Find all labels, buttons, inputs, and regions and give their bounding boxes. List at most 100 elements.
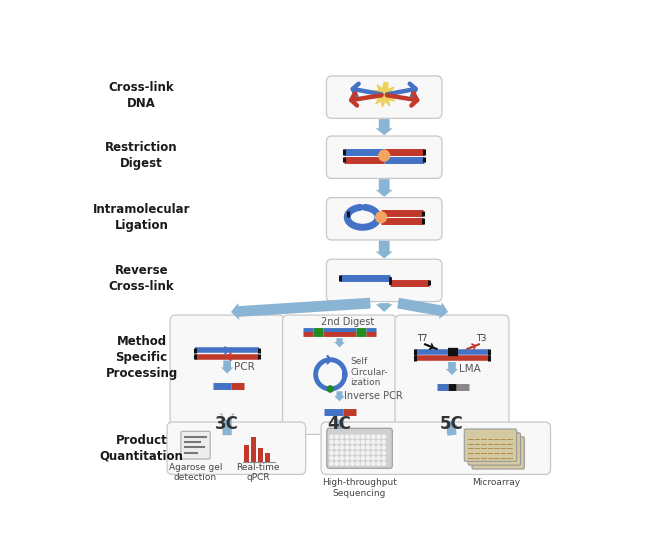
Circle shape bbox=[335, 457, 338, 460]
FancyBboxPatch shape bbox=[395, 315, 509, 434]
Text: Real-time
qPCR: Real-time qPCR bbox=[236, 463, 280, 482]
Circle shape bbox=[367, 435, 370, 438]
Circle shape bbox=[335, 446, 338, 449]
Circle shape bbox=[330, 446, 333, 449]
Circle shape bbox=[351, 457, 354, 460]
Circle shape bbox=[372, 441, 375, 444]
Circle shape bbox=[345, 462, 349, 465]
Polygon shape bbox=[221, 361, 234, 374]
Circle shape bbox=[340, 462, 343, 465]
Circle shape bbox=[335, 462, 338, 465]
Circle shape bbox=[351, 451, 354, 455]
Circle shape bbox=[367, 451, 370, 455]
FancyBboxPatch shape bbox=[170, 315, 284, 434]
Text: Agarose gel
detection: Agarose gel detection bbox=[169, 463, 222, 482]
Circle shape bbox=[340, 446, 343, 449]
Circle shape bbox=[335, 451, 338, 455]
Polygon shape bbox=[445, 362, 458, 375]
Circle shape bbox=[372, 457, 375, 460]
Polygon shape bbox=[219, 414, 235, 435]
FancyBboxPatch shape bbox=[167, 422, 306, 475]
Circle shape bbox=[356, 441, 359, 444]
Circle shape bbox=[356, 435, 359, 438]
Circle shape bbox=[330, 441, 333, 444]
Polygon shape bbox=[397, 298, 448, 319]
Circle shape bbox=[330, 435, 333, 438]
Text: Intramolecular
Ligation: Intramolecular Ligation bbox=[93, 202, 190, 232]
Circle shape bbox=[372, 446, 375, 449]
Text: Inverse PCR: Inverse PCR bbox=[344, 391, 403, 401]
Circle shape bbox=[367, 446, 370, 449]
Circle shape bbox=[377, 457, 380, 460]
Polygon shape bbox=[376, 119, 393, 135]
FancyBboxPatch shape bbox=[326, 136, 442, 178]
Circle shape bbox=[330, 462, 333, 465]
FancyBboxPatch shape bbox=[465, 429, 517, 461]
Circle shape bbox=[377, 451, 380, 455]
Text: Restriction
Digest: Restriction Digest bbox=[105, 141, 178, 170]
FancyBboxPatch shape bbox=[321, 422, 551, 475]
Circle shape bbox=[345, 446, 349, 449]
Circle shape bbox=[351, 462, 354, 465]
Circle shape bbox=[345, 457, 349, 460]
Polygon shape bbox=[334, 338, 345, 347]
Circle shape bbox=[367, 462, 370, 465]
Circle shape bbox=[382, 462, 386, 465]
Text: T3: T3 bbox=[476, 334, 486, 343]
Circle shape bbox=[330, 457, 333, 460]
Circle shape bbox=[356, 451, 359, 455]
Bar bbox=[244, 445, 249, 462]
Text: Microarray: Microarray bbox=[472, 478, 520, 487]
Text: T7: T7 bbox=[418, 334, 428, 343]
Circle shape bbox=[345, 451, 349, 455]
Circle shape bbox=[382, 446, 386, 449]
Polygon shape bbox=[372, 83, 397, 107]
Polygon shape bbox=[376, 303, 393, 312]
Text: 5C: 5C bbox=[440, 415, 464, 433]
Text: Cross-link
DNA: Cross-link DNA bbox=[109, 81, 174, 110]
Text: PCR: PCR bbox=[234, 362, 255, 373]
FancyBboxPatch shape bbox=[468, 433, 520, 465]
Circle shape bbox=[340, 451, 343, 455]
Circle shape bbox=[372, 451, 375, 455]
Circle shape bbox=[367, 457, 370, 460]
Circle shape bbox=[372, 435, 375, 438]
Circle shape bbox=[361, 441, 365, 444]
FancyBboxPatch shape bbox=[326, 259, 442, 301]
Circle shape bbox=[345, 441, 349, 444]
Circle shape bbox=[356, 462, 359, 465]
Bar bbox=[265, 453, 270, 462]
Circle shape bbox=[382, 457, 386, 460]
Circle shape bbox=[377, 435, 380, 438]
Circle shape bbox=[335, 441, 338, 444]
Circle shape bbox=[361, 457, 365, 460]
Text: High-throughput
Sequencing: High-throughput Sequencing bbox=[322, 478, 397, 498]
Text: 3C: 3C bbox=[215, 415, 239, 433]
Circle shape bbox=[377, 446, 380, 449]
Circle shape bbox=[361, 446, 365, 449]
FancyBboxPatch shape bbox=[472, 437, 524, 469]
Circle shape bbox=[327, 386, 334, 392]
Circle shape bbox=[382, 441, 386, 444]
Circle shape bbox=[382, 451, 386, 455]
Circle shape bbox=[379, 150, 390, 161]
Text: 4C: 4C bbox=[328, 415, 351, 433]
Bar bbox=[251, 437, 257, 462]
Circle shape bbox=[351, 446, 354, 449]
Text: LMA: LMA bbox=[459, 364, 480, 374]
Circle shape bbox=[377, 462, 380, 465]
Circle shape bbox=[356, 457, 359, 460]
Circle shape bbox=[340, 441, 343, 444]
Polygon shape bbox=[376, 179, 393, 197]
Circle shape bbox=[372, 462, 375, 465]
FancyBboxPatch shape bbox=[326, 198, 442, 240]
FancyBboxPatch shape bbox=[326, 76, 442, 118]
Text: 2nd Digest: 2nd Digest bbox=[320, 317, 374, 327]
Polygon shape bbox=[332, 414, 347, 435]
Polygon shape bbox=[334, 392, 345, 401]
Circle shape bbox=[361, 435, 365, 438]
Circle shape bbox=[330, 451, 333, 455]
Text: Method
Specific
Processing: Method Specific Processing bbox=[105, 335, 178, 380]
Polygon shape bbox=[231, 298, 370, 320]
Circle shape bbox=[356, 446, 359, 449]
